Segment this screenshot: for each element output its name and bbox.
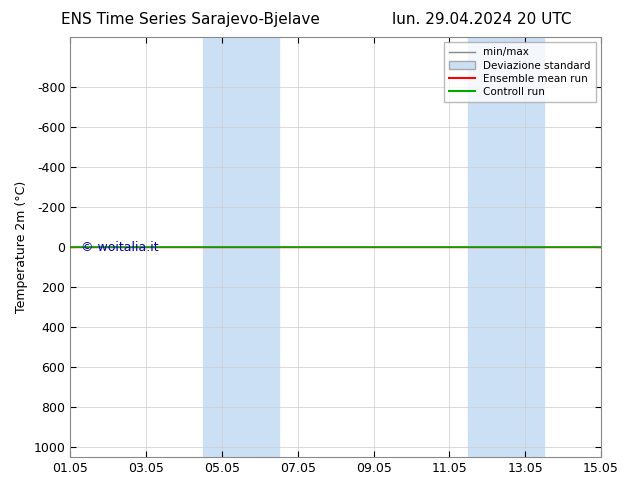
Text: © woitalia.it: © woitalia.it xyxy=(81,241,158,254)
Bar xyxy=(203,37,279,457)
Y-axis label: Temperature 2m (°C): Temperature 2m (°C) xyxy=(15,181,28,313)
Legend: min/max, Deviazione standard, Ensemble mean run, Controll run: min/max, Deviazione standard, Ensemble m… xyxy=(444,42,596,102)
Text: ENS Time Series Sarajevo-Bjelave: ENS Time Series Sarajevo-Bjelave xyxy=(61,12,320,27)
Text: lun. 29.04.2024 20 UTC: lun. 29.04.2024 20 UTC xyxy=(392,12,572,27)
Bar xyxy=(469,37,544,457)
